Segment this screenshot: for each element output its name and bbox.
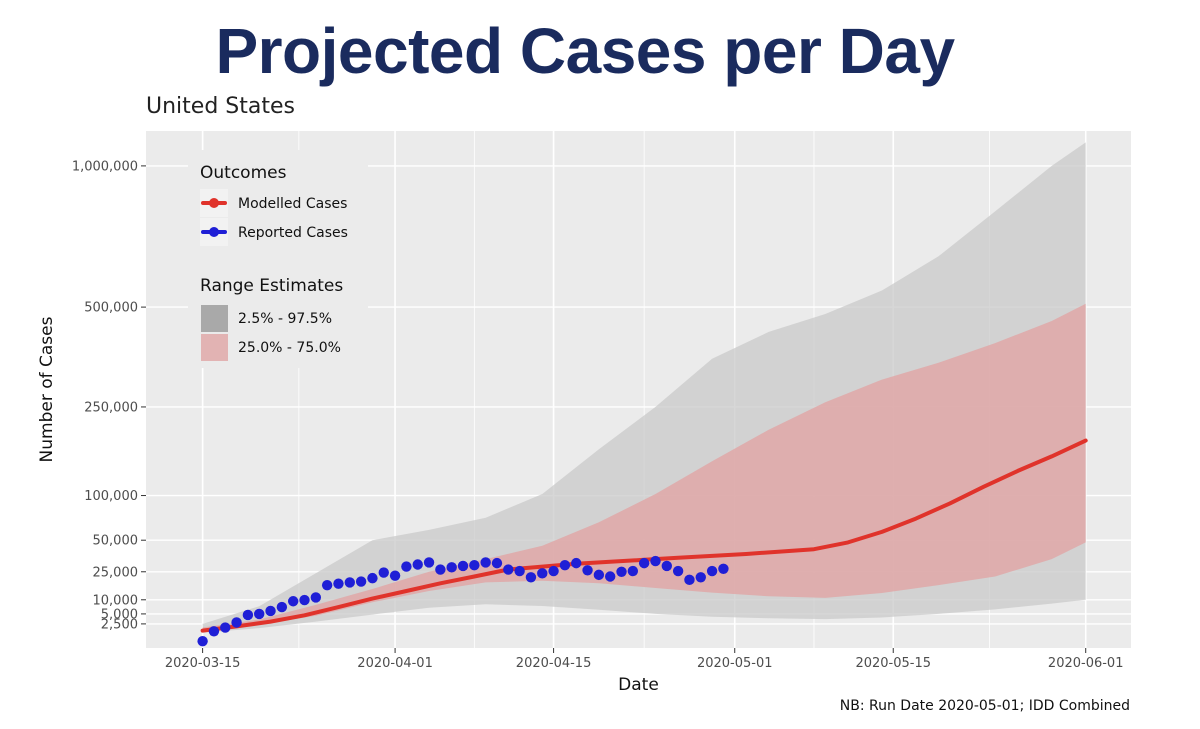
x-tick-label: 2020-04-15 [516, 656, 592, 671]
reported-case-point [672, 565, 684, 577]
band-inner-25-75 [202, 303, 1086, 630]
reported-case-point [220, 622, 231, 633]
y-tick-label: 2,500 [101, 617, 138, 632]
legend-range-title: Range Estimates [200, 276, 343, 296]
x-tick-label: 2020-03-15 [165, 656, 241, 671]
reported-case-point [378, 567, 389, 578]
reported-case-point [469, 559, 480, 571]
run-date-footnote: NB: Run Date 2020-05-01; IDD Combined [839, 698, 1130, 714]
y-tick-label: 1,000,000 [72, 159, 138, 174]
legend-outer-swatch [201, 305, 228, 332]
reported-case-point [344, 577, 355, 588]
reported-case-point [254, 608, 265, 620]
reported-case-point [401, 561, 412, 572]
reported-case-point [616, 566, 627, 577]
reported-case-point [650, 555, 661, 567]
reported-case-point [548, 565, 559, 577]
reported-case-point [684, 574, 695, 586]
reported-case-point [197, 635, 208, 647]
reported-case-point [446, 562, 457, 573]
y-tick-label: 500,000 [84, 301, 138, 316]
reported-case-point [525, 572, 537, 583]
reported-case-point [435, 564, 446, 575]
reported-case-point [514, 565, 525, 577]
x-tick-label: 2020-04-01 [357, 656, 433, 671]
range-bands [202, 142, 1086, 633]
legend: Outcomes Modelled Cases Reported Cases R… [188, 150, 368, 368]
reported-case-point [287, 596, 299, 607]
y-axis-title: Number of Cases [37, 316, 57, 462]
reported-case-point [559, 559, 571, 571]
reported-case-point [457, 560, 469, 572]
reported-case-point [367, 572, 378, 584]
reported-case-point [299, 594, 310, 606]
reported-case-point [718, 563, 729, 574]
reported-case-point [638, 557, 650, 569]
y-tick-label: 250,000 [84, 400, 138, 415]
reported-case-point [695, 572, 706, 583]
x-tick-label: 2020-05-01 [697, 656, 773, 671]
x-axis-title: Date [618, 675, 659, 695]
reported-case-point [582, 565, 593, 576]
reported-case-point [593, 569, 605, 581]
reported-case-point [265, 605, 276, 617]
reported-case-point [491, 557, 503, 569]
reported-case-point [231, 617, 242, 628]
reported-case-point [310, 592, 322, 603]
reported-points-layer [197, 555, 729, 647]
chart-subtitle: United States [146, 94, 295, 119]
legend-modelled-label: Modelled Cases [238, 196, 347, 212]
reported-case-point [389, 570, 401, 581]
reported-case-point [412, 559, 423, 570]
reported-case-point [537, 568, 548, 579]
y-tick-label: 10,000 [93, 593, 139, 608]
page-title: Projected Cases per Day [215, 15, 955, 87]
reported-case-point [571, 557, 582, 569]
reported-case-point [627, 565, 639, 577]
reported-case-point [321, 579, 333, 591]
legend-modelled-key [200, 189, 228, 217]
legend-inner-label: 25.0% - 75.0% [238, 340, 341, 356]
y-tick-label: 5,000 [101, 607, 138, 622]
y-tick-label: 25,000 [93, 565, 139, 580]
reported-case-point [423, 557, 435, 568]
x-tick-label: 2020-06-01 [1048, 656, 1124, 671]
reported-case-point [355, 576, 367, 587]
reported-case-point [503, 564, 514, 575]
reported-case-point [706, 565, 718, 577]
reported-case-point [661, 560, 673, 572]
legend-inner-swatch [201, 334, 228, 361]
reported-case-point [333, 578, 344, 589]
legend-reported-key [200, 218, 228, 246]
y-tick-label: 100,000 [84, 489, 138, 504]
reported-case-point [208, 626, 220, 637]
x-axis-ticks: 2020-03-15 2020-04-01 2020-04-15 2020-05-01… [165, 648, 1124, 671]
y-tick-label: 50,000 [93, 534, 139, 549]
legend-outcomes-title: Outcomes [200, 163, 287, 183]
x-tick-label: 2020-05-15 [855, 656, 931, 671]
reported-case-point [276, 601, 288, 613]
legend-outer-label: 2.5% - 97.5% [238, 311, 332, 327]
reported-case-point [242, 609, 254, 621]
legend-reported-label: Reported Cases [238, 225, 348, 241]
reported-case-point [604, 571, 616, 582]
reported-case-point [480, 557, 491, 568]
